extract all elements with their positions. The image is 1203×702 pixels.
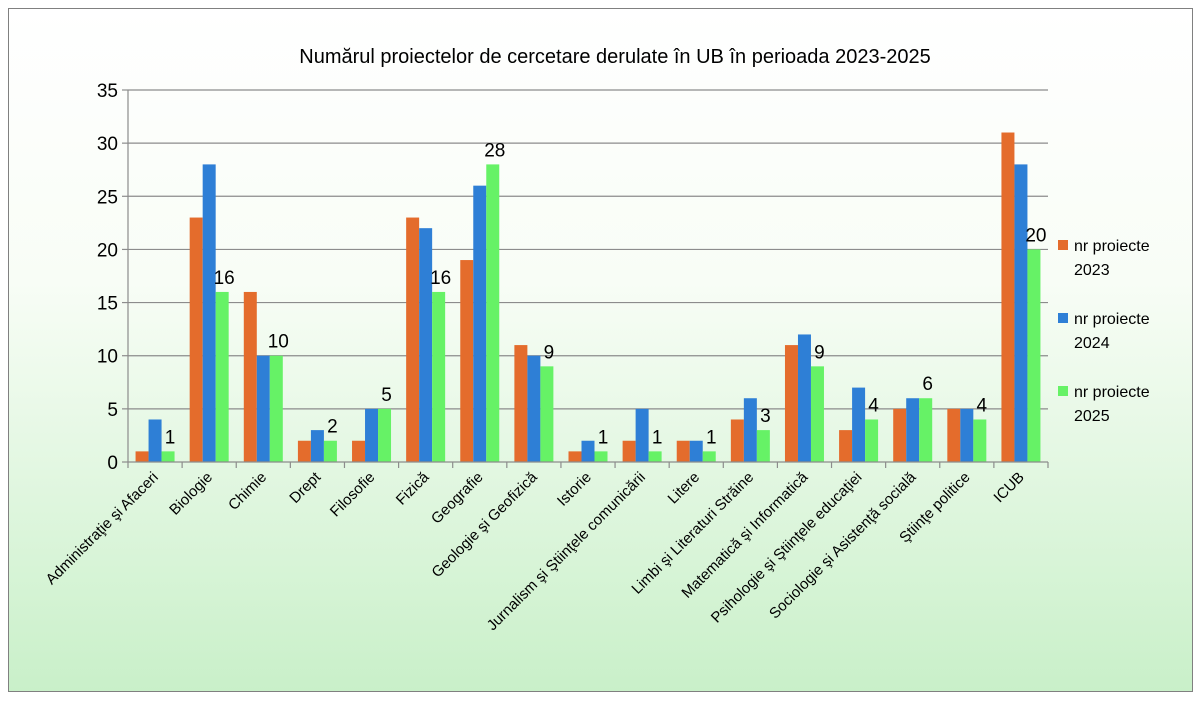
bar-3-8 xyxy=(594,451,608,462)
bar-3-14 xyxy=(919,398,933,462)
bar-2-5 xyxy=(419,228,433,462)
legend-swatch-2 xyxy=(1058,313,1068,323)
x-tick-label: Fizică xyxy=(393,468,433,508)
data-label: 4 xyxy=(868,395,879,416)
bar-2-7 xyxy=(527,355,541,462)
bar-1-6 xyxy=(460,260,474,462)
bar-1-0 xyxy=(135,451,149,462)
bar-3-1 xyxy=(215,291,229,462)
y-tick-label: 10 xyxy=(97,347,118,368)
bar-2-14 xyxy=(906,398,920,462)
legend-label-1: nr proiecte 2023 xyxy=(1074,238,1150,279)
bar-2-3 xyxy=(310,430,324,462)
bar-2-2 xyxy=(256,355,270,462)
bar-1-8 xyxy=(568,451,582,462)
data-labels: 1 16 10 2 5 16 28 9 1 1 1 3 9 4 6 4 20 xyxy=(165,140,1047,448)
data-label: 5 xyxy=(381,385,392,406)
data-label: 4 xyxy=(977,395,988,416)
y-tick-label: 15 xyxy=(97,294,118,315)
x-tick-label: Administraţie şi Afaceri xyxy=(43,469,162,588)
legend-swatch-1 xyxy=(1058,240,1068,250)
y-tick-label: 20 xyxy=(97,240,118,261)
y-tick-label: 25 xyxy=(97,187,118,208)
bar-1-10 xyxy=(676,440,690,462)
bar-1-2 xyxy=(243,291,257,462)
bar-3-15 xyxy=(973,419,987,462)
data-label: 2 xyxy=(327,417,338,438)
bar-1-12 xyxy=(784,345,798,462)
data-label: 1 xyxy=(598,427,609,448)
bar-3-16 xyxy=(1027,249,1041,462)
bar-2-6 xyxy=(473,185,487,462)
bars xyxy=(135,132,1041,462)
bar-1-4 xyxy=(352,440,366,462)
bar-2-11 xyxy=(743,398,757,462)
data-label: 1 xyxy=(165,427,176,448)
data-label: 6 xyxy=(922,374,933,395)
data-label: 1 xyxy=(706,427,717,448)
bar-1-14 xyxy=(893,408,907,462)
y-tick-label: 30 xyxy=(97,134,118,155)
x-tick-label: Chimie xyxy=(225,469,270,514)
bar-2-10 xyxy=(689,440,703,462)
x-tick-label: Drept xyxy=(286,468,325,507)
legend-label-2: nr proiecte 2024 xyxy=(1074,311,1150,352)
bar-3-0 xyxy=(161,451,175,462)
bar-3-2 xyxy=(269,355,283,462)
y-tick-label: 0 xyxy=(107,453,118,474)
bar-2-0 xyxy=(148,419,162,462)
data-label: 16 xyxy=(214,268,235,289)
x-tick-label: Filosofie xyxy=(327,469,379,521)
x-tick-label: Geologie şi Geofizică xyxy=(428,468,541,581)
bar-2-9 xyxy=(635,408,649,462)
bar-2-15 xyxy=(960,408,974,462)
x-tick-label: ICUB xyxy=(990,469,1027,506)
bar-3-3 xyxy=(323,440,337,462)
data-label: 9 xyxy=(544,342,555,363)
legend-label-3: nr proiecte 2025 xyxy=(1074,384,1150,425)
bar-1-15 xyxy=(947,408,961,462)
x-tick-label: Istorie xyxy=(554,469,595,510)
bar-2-1 xyxy=(202,164,216,462)
bar-1-3 xyxy=(297,440,311,462)
data-label: 16 xyxy=(430,268,451,289)
bar-3-6 xyxy=(486,164,500,462)
bar-3-12 xyxy=(810,366,824,462)
bar-3-13 xyxy=(865,419,879,462)
bar-3-7 xyxy=(540,366,554,462)
bar-1-11 xyxy=(730,419,744,462)
bar-1-1 xyxy=(189,217,203,462)
chart-title: Numărul proiectelor de cercetare derulat… xyxy=(299,46,930,68)
bar-1-7 xyxy=(514,345,528,462)
data-label: 3 xyxy=(760,406,771,427)
bar-1-5 xyxy=(406,217,420,462)
bar-1-9 xyxy=(622,440,636,462)
bar-2-16 xyxy=(1014,164,1028,462)
bar-2-13 xyxy=(852,387,866,462)
bar-1-13 xyxy=(839,430,853,462)
data-label: 10 xyxy=(268,332,289,353)
data-label: 1 xyxy=(652,427,663,448)
bar-3-4 xyxy=(378,408,392,462)
data-label: 28 xyxy=(484,140,505,161)
y-tick-label: 35 xyxy=(97,81,118,102)
bar-2-4 xyxy=(365,408,379,462)
bar-1-16 xyxy=(1001,132,1015,462)
bar-3-10 xyxy=(702,451,716,462)
bar-3-11 xyxy=(756,430,770,462)
bar-2-8 xyxy=(581,440,595,462)
bar-3-9 xyxy=(648,451,662,462)
bar-3-5 xyxy=(432,291,446,462)
x-tick-label: Litere xyxy=(665,469,704,508)
legend-swatch-3 xyxy=(1058,386,1068,396)
bar-2-12 xyxy=(797,334,811,462)
legend: nr proiecte 2023 nr proiecte 2024 nr proiect… xyxy=(1058,238,1150,425)
data-label: 9 xyxy=(814,342,825,363)
x-tick-label: Biologie xyxy=(166,469,216,519)
y-tick-label: 5 xyxy=(107,400,118,421)
data-label: 20 xyxy=(1025,225,1046,246)
